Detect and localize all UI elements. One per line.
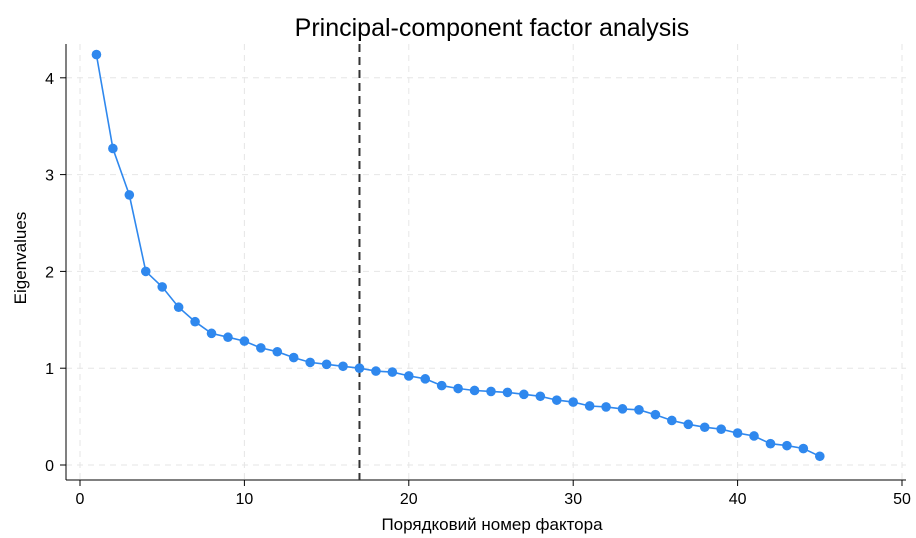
data-point xyxy=(798,443,809,454)
data-point xyxy=(124,190,135,200)
data-point xyxy=(436,380,447,391)
data-point xyxy=(732,428,743,438)
data-point xyxy=(502,387,513,398)
data-point xyxy=(716,424,726,434)
x-tick-label: 30 xyxy=(564,491,582,508)
data-point xyxy=(815,451,825,462)
data-point xyxy=(321,359,332,370)
data-point xyxy=(305,357,315,368)
data-point xyxy=(387,367,398,377)
grid-lines xyxy=(66,44,906,480)
data-point xyxy=(519,389,529,400)
data-point xyxy=(140,266,151,277)
y-tick-label: 1 xyxy=(45,361,54,378)
y-tick-label: 0 xyxy=(45,458,54,475)
data-point xyxy=(354,363,365,374)
x-axis-label: Порядковий номер фактора xyxy=(381,515,603,534)
data-point xyxy=(371,366,381,376)
y-tick-label: 2 xyxy=(45,264,54,281)
x-tick-label: 10 xyxy=(236,491,254,508)
data-point xyxy=(190,316,200,327)
data-point xyxy=(634,405,644,415)
data-point xyxy=(239,336,250,346)
x-tick-label: 0 xyxy=(76,491,85,508)
y-tick-label: 3 xyxy=(45,168,54,185)
data-point xyxy=(782,440,792,451)
data-point xyxy=(667,415,677,426)
series-group xyxy=(91,49,825,462)
data-point xyxy=(584,401,595,411)
data-point xyxy=(338,361,348,372)
data-point xyxy=(420,374,431,384)
x-tick-label: 20 xyxy=(400,491,418,508)
axes: 0 10 20 30 40 50 0 1 2 3 4 xyxy=(45,44,911,508)
y-axis-label: Eigenvalues xyxy=(11,212,30,305)
data-point xyxy=(157,282,167,292)
data-point xyxy=(91,49,102,60)
data-point xyxy=(749,431,759,441)
data-point xyxy=(256,343,266,353)
data-point xyxy=(683,419,694,430)
data-point xyxy=(108,143,118,154)
data-point xyxy=(288,352,299,363)
data-point xyxy=(206,328,217,339)
data-point xyxy=(173,302,184,313)
data-point xyxy=(223,332,233,343)
data-point xyxy=(486,386,496,397)
data-point xyxy=(601,402,611,412)
data-point xyxy=(568,397,578,407)
data-point xyxy=(469,385,480,396)
series-line xyxy=(95,54,821,458)
y-tick-label: 4 xyxy=(45,71,54,88)
data-point xyxy=(551,395,562,405)
data-point xyxy=(272,346,283,357)
data-point xyxy=(699,422,710,433)
chart-title: Principal-component factor analysis xyxy=(295,14,690,42)
data-point xyxy=(404,371,414,381)
data-point xyxy=(535,391,546,402)
x-tick-label: 40 xyxy=(729,491,747,508)
data-point xyxy=(453,383,463,394)
data-point xyxy=(617,404,628,414)
data-point xyxy=(765,438,776,449)
data-point xyxy=(650,409,661,420)
x-tick-label: 50 xyxy=(893,491,911,508)
